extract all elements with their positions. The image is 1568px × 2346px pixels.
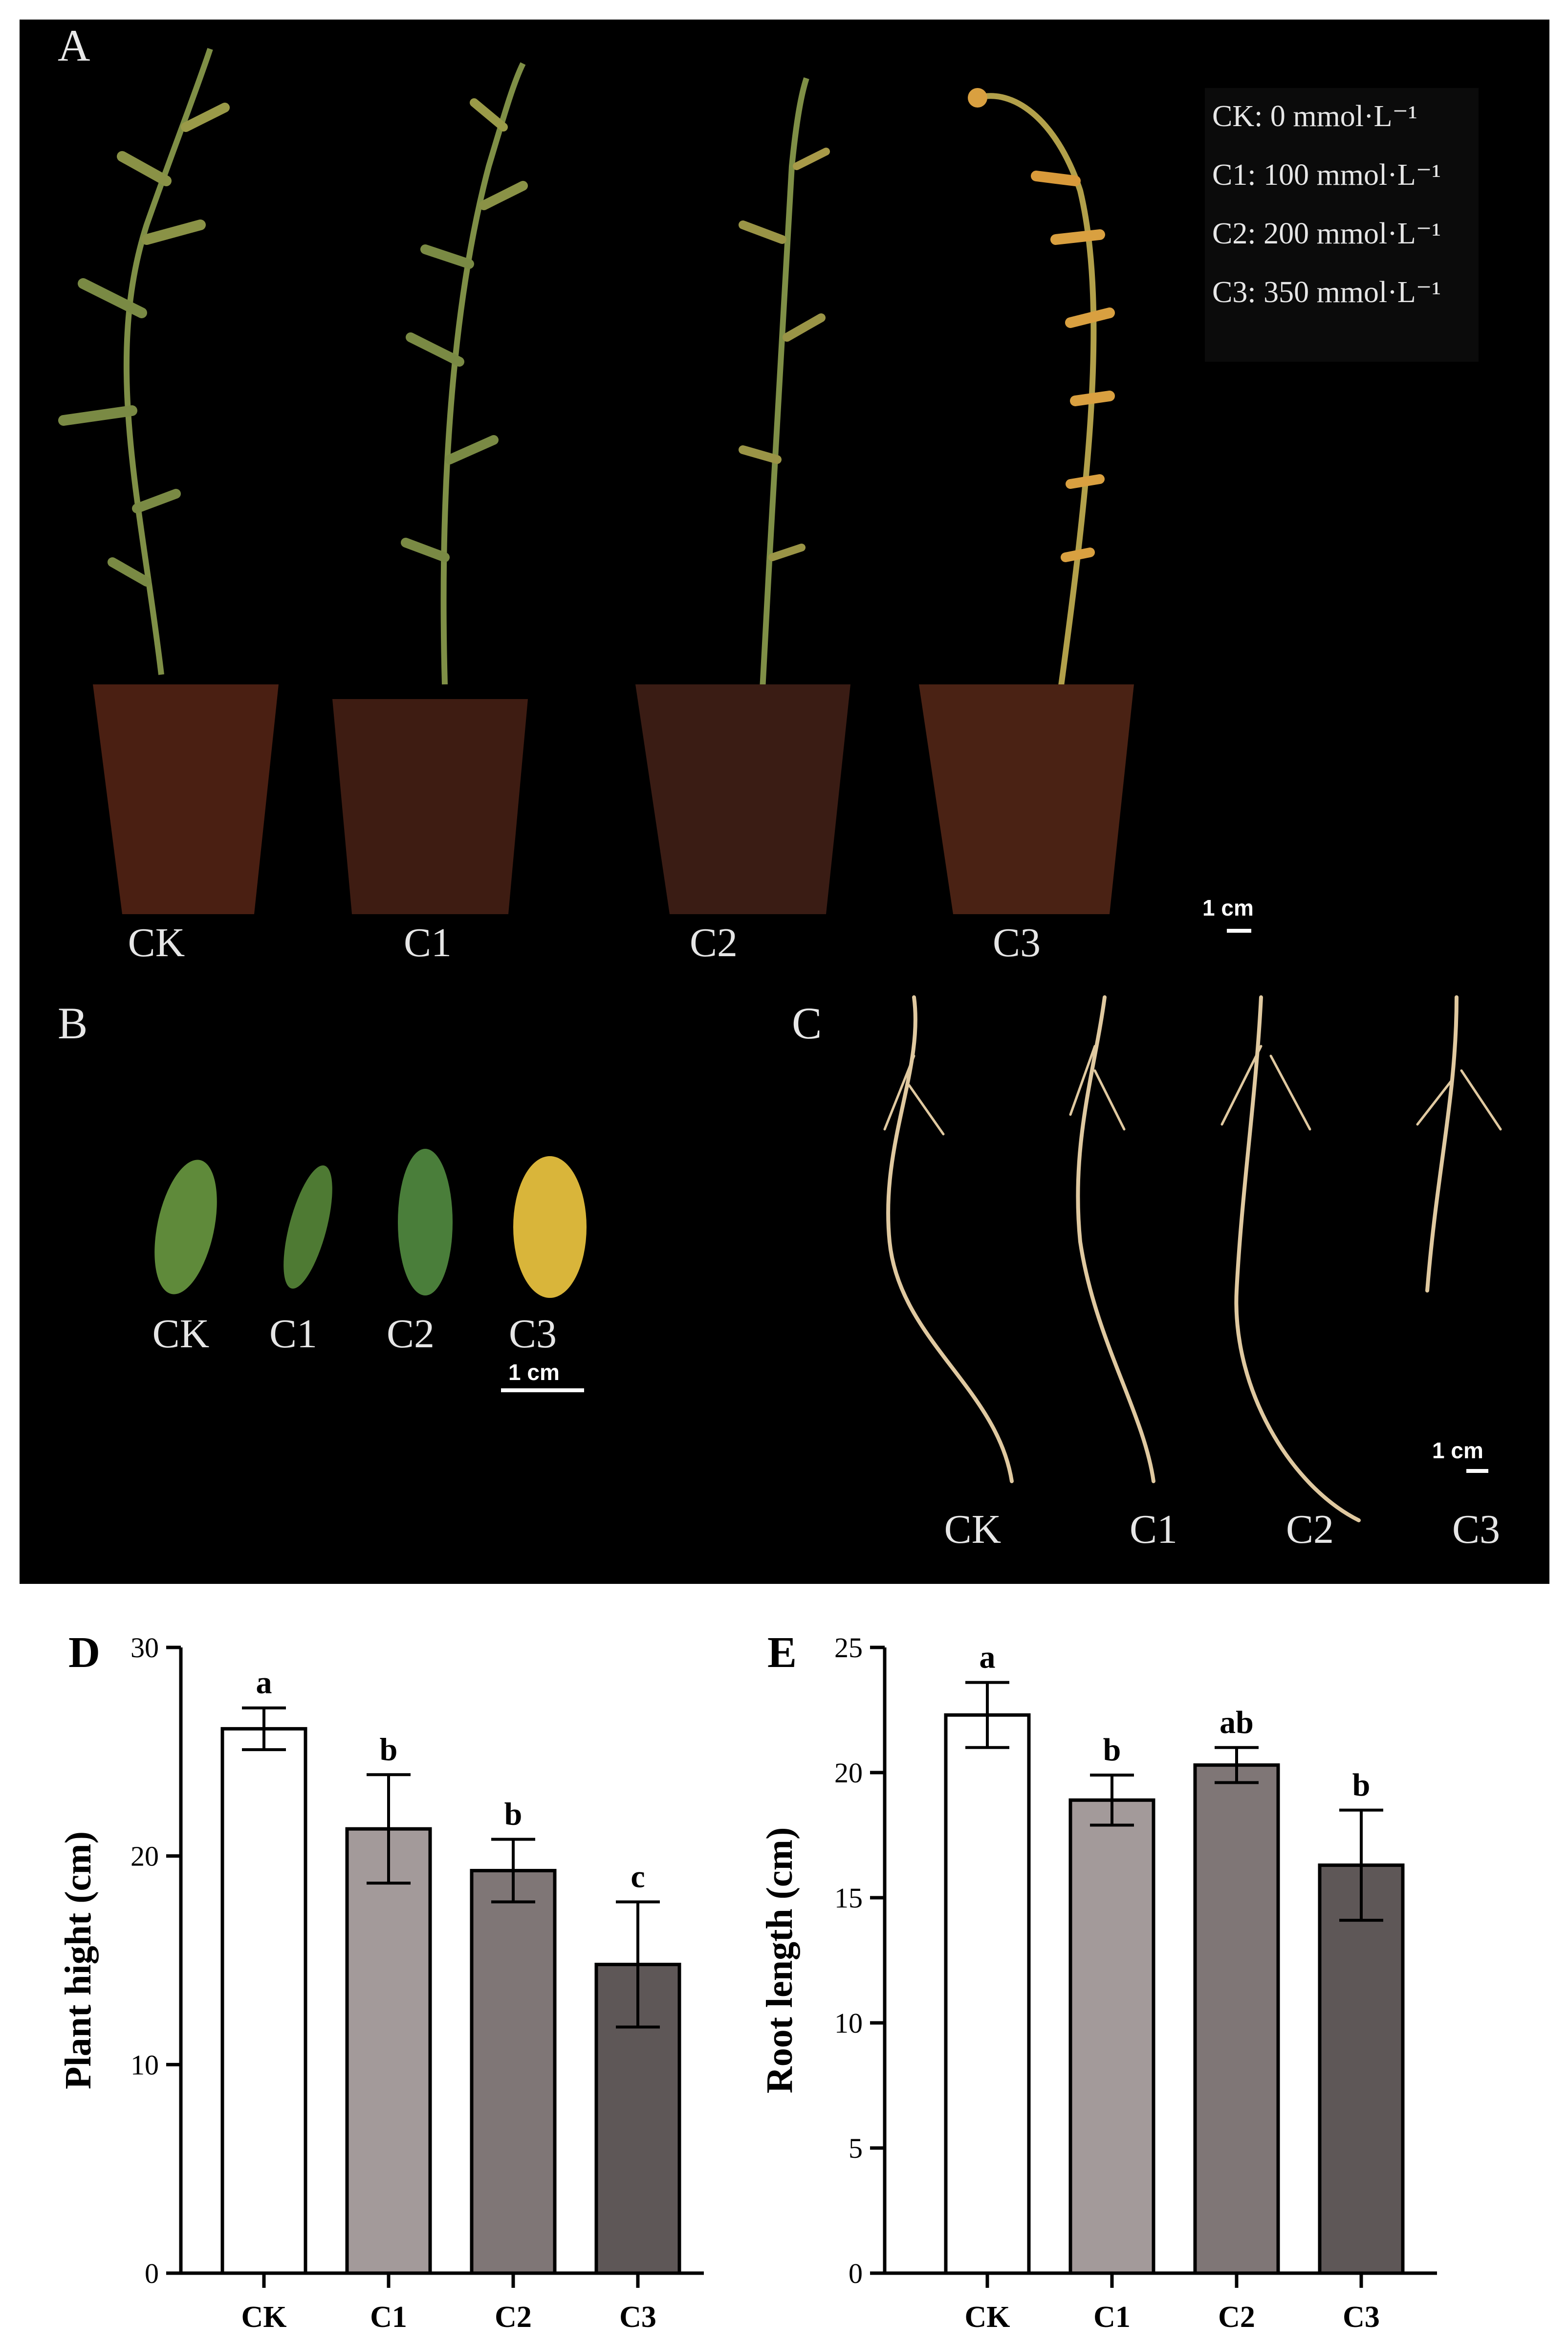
y-tick-label: 30 (131, 1632, 159, 1664)
significance-label: a (980, 1640, 996, 1675)
panel-a-label-c1: C1 (403, 920, 452, 965)
panel-a-label-c3: C3 (992, 920, 1041, 965)
significance-label: b (380, 1732, 398, 1767)
panel-b-leaves (154, 1149, 587, 1298)
panel-c-label-ck: CK (944, 1507, 1002, 1552)
panel-a-scale-label: 1 cm (1202, 895, 1254, 921)
panel-b-label-ck: CK (152, 1311, 210, 1357)
panel-a-seedling-c1 (401, 62, 528, 685)
chart-e-svg: E 0 5 10 15 20 25 Root length (cm) a CK b C1 ab C2 b C3 (759, 1628, 1437, 2334)
panel-b-scale-label: 1 cm (508, 1359, 560, 1385)
panel-c-roots (883, 995, 1502, 1522)
y-tick-label: 25 (834, 1632, 863, 1664)
legend-c3: C3: 350 mmol·L⁻¹ (1212, 276, 1441, 309)
significance-label: ab (1220, 1705, 1254, 1740)
y-tick-label: 15 (834, 1882, 863, 1914)
panel-a-label-ck: CK (128, 920, 185, 965)
y-axis-label: Root length (cm) (762, 1827, 800, 2094)
chart-d-svg: D 0 10 20 30 Plant hight (cm) a CK b C1 b C2 c C3 (58, 1628, 704, 2334)
panel-a-letter: A (58, 21, 90, 70)
panel-b-label-c3: C3 (508, 1311, 557, 1357)
x-tick-label: CK (965, 2301, 1010, 2334)
legend-c2: C2: 200 mmol·L⁻¹ (1212, 217, 1441, 250)
y-tick-label: 5 (849, 2132, 863, 2164)
x-tick-label: C2 (1218, 2301, 1255, 2334)
chart-e: E 0 5 10 15 20 25 Root length (cm) a CK b C1 ab C2 b C3 (759, 1608, 1545, 2344)
panel-d-letter: D (68, 1628, 100, 1677)
bar (1068, 1798, 1155, 2275)
panel-e-letter: E (767, 1628, 797, 1677)
panel-a-legend (1205, 88, 1479, 362)
x-tick-label: C1 (370, 2301, 407, 2334)
x-tick-label: C3 (1343, 2301, 1380, 2334)
panel-a-seedling-ck (58, 48, 230, 675)
x-tick-label: CK (241, 2301, 287, 2334)
y-tick-label: 10 (131, 2049, 159, 2081)
panel-c-label-c3: C3 (1452, 1507, 1501, 1552)
bar (470, 1869, 557, 2275)
y-tick-label: 0 (849, 2258, 863, 2289)
panel-c-label-c2: C2 (1285, 1507, 1334, 1552)
x-tick-label: C3 (619, 2301, 656, 2334)
legend-c1: C1: 100 mmol·L⁻¹ (1212, 158, 1441, 192)
significance-label: b (1103, 1732, 1121, 1768)
chart-d: D 0 10 20 30 Plant hight (cm) a CK b C1 b C2 c C3 (0, 1608, 762, 2344)
y-axis-label: Plant hight (cm) (58, 1831, 99, 2089)
photo-illustration (58, 48, 1502, 1522)
panel-b-label-c1: C1 (269, 1311, 318, 1357)
significance-label: c (631, 1859, 645, 1895)
x-tick-label: C2 (495, 2301, 532, 2334)
photo-panels: A CK C1 C2 C3 CK: 0 mmol·L⁻¹ C1: 100 mmo… (20, 20, 1549, 1584)
y-tick-label: 20 (131, 1841, 159, 1872)
panel-b-scale-bar (501, 1388, 584, 1392)
panel-a-seedling-c3 (968, 88, 1115, 690)
panel-b-letter: B (58, 998, 88, 1048)
significance-label: b (1352, 1767, 1371, 1803)
significance-label: b (504, 1797, 523, 1832)
bar (944, 1713, 1031, 2275)
panel-c-scale-label: 1 cm (1432, 1438, 1483, 1463)
panel-a-scale-bar (1227, 929, 1251, 933)
significance-label: a (256, 1665, 272, 1701)
panel-a-label-c2: C2 (689, 920, 738, 965)
panel-c-label-c1: C1 (1129, 1507, 1178, 1552)
bar (1318, 1863, 1405, 2275)
panel-c-scale-bar (1466, 1469, 1488, 1473)
legend-ck: CK: 0 mmol·L⁻¹ (1212, 100, 1417, 133)
bar (1193, 1763, 1280, 2275)
y-tick-label: 10 (834, 2007, 863, 2039)
y-tick-label: 20 (834, 1757, 863, 1789)
panel-c-letter: C (792, 998, 822, 1048)
bar (345, 1827, 432, 2275)
panel-a-seedling-c2 (739, 77, 830, 690)
panel-a-pots (93, 684, 1134, 914)
panel-b-label-c2: C2 (386, 1311, 435, 1357)
bar (220, 1727, 307, 2275)
x-tick-label: C1 (1093, 2301, 1131, 2334)
y-tick-label: 0 (145, 2258, 159, 2289)
